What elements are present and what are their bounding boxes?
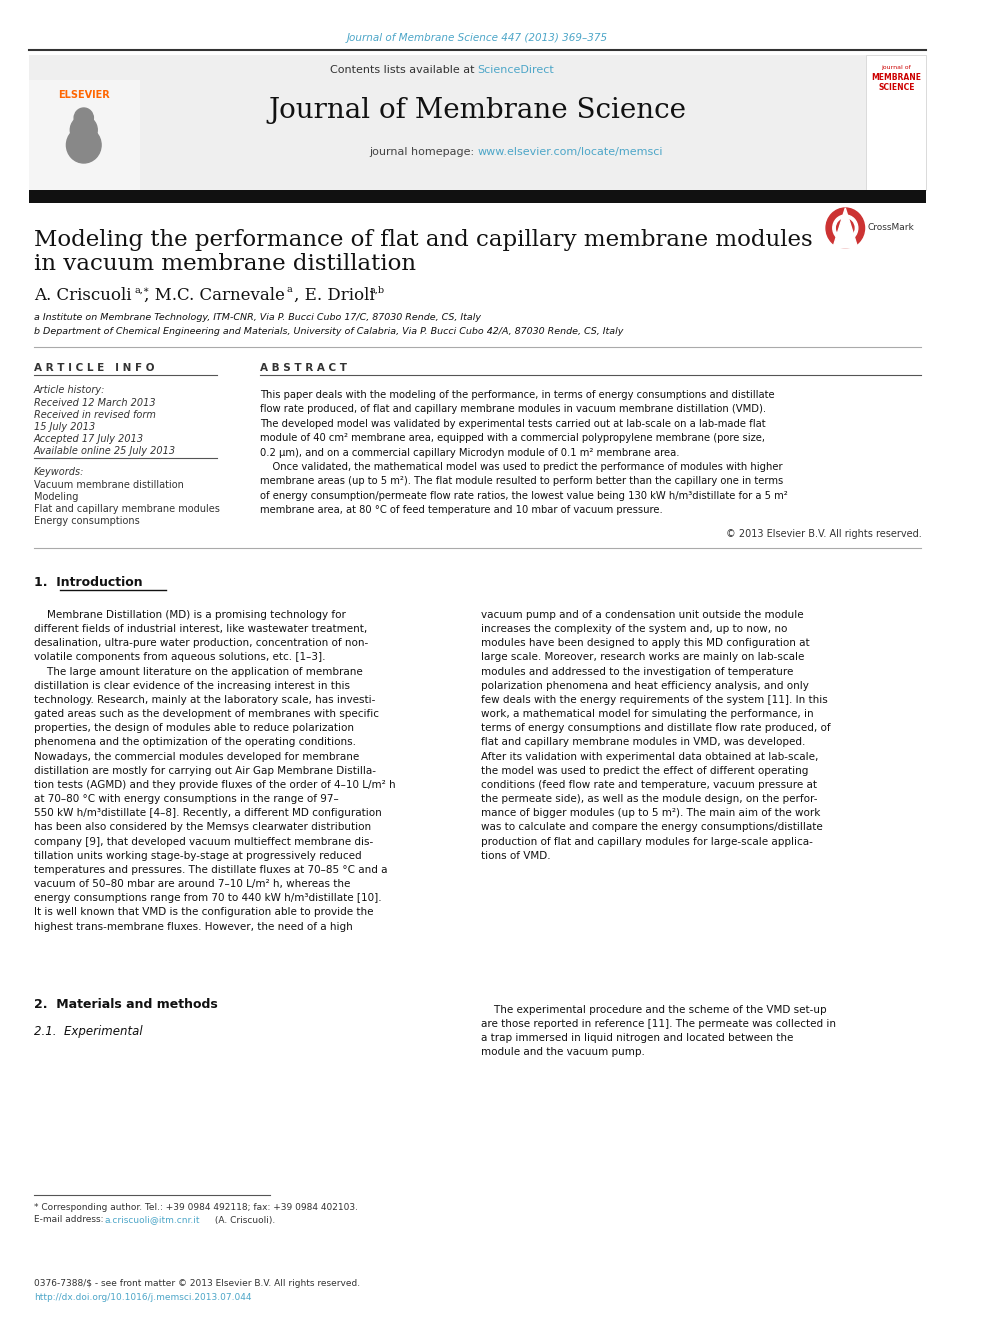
Text: (A. Criscuoli).: (A. Criscuoli). (212, 1216, 275, 1225)
Circle shape (66, 127, 101, 163)
Text: Accepted 17 July 2013: Accepted 17 July 2013 (34, 434, 144, 445)
Circle shape (74, 108, 93, 128)
Bar (29, 191, 927, 202)
Text: a,b: a,b (370, 286, 385, 295)
Text: Received in revised form: Received in revised form (34, 410, 156, 419)
Text: Journal of Membrane Science 447 (2013) 369–375: Journal of Membrane Science 447 (2013) 3… (347, 33, 608, 44)
Bar (866, 56, 927, 191)
Text: , M.C. Carnevale: , M.C. Carnevale (145, 287, 286, 303)
Text: http://dx.doi.org/10.1016/j.memsci.2013.07.044: http://dx.doi.org/10.1016/j.memsci.2013.… (34, 1293, 251, 1302)
Text: Modeling: Modeling (34, 492, 78, 501)
Text: Keywords:: Keywords: (34, 467, 84, 478)
Text: journal of: journal of (882, 66, 912, 70)
Text: Article history:: Article history: (34, 385, 105, 396)
Text: ELSEVIER: ELSEVIER (58, 90, 110, 101)
Text: Contents lists available at: Contents lists available at (329, 65, 477, 75)
Text: * Corresponding author. Tel.: +39 0984 492118; fax: +39 0984 402103.: * Corresponding author. Tel.: +39 0984 4… (34, 1203, 358, 1212)
Text: a.criscuoli@itm.cnr.it: a.criscuoli@itm.cnr.it (105, 1216, 200, 1225)
Text: Modeling the performance of flat and capillary membrane modules: Modeling the performance of flat and cap… (34, 229, 812, 251)
Text: a,∗: a,∗ (135, 286, 150, 295)
Text: journal homepage:: journal homepage: (369, 147, 477, 157)
Text: in vacuum membrane distillation: in vacuum membrane distillation (34, 253, 416, 275)
Text: Energy consumptions: Energy consumptions (34, 516, 140, 527)
Text: Available online 25 July 2013: Available online 25 July 2013 (34, 446, 176, 456)
Text: a: a (287, 286, 293, 295)
Text: 1.  Introduction: 1. Introduction (34, 577, 142, 590)
Text: A R T I C L E   I N F O: A R T I C L E I N F O (34, 363, 154, 373)
Text: Membrane Distillation (MD) is a promising technology for
different fields of ind: Membrane Distillation (MD) is a promisin… (34, 610, 396, 931)
Text: SCIENCE: SCIENCE (878, 83, 915, 93)
Text: ScienceDirect: ScienceDirect (477, 65, 555, 75)
Text: 2.1.  Experimental: 2.1. Experimental (34, 1025, 142, 1039)
Text: Flat and capillary membrane modules: Flat and capillary membrane modules (34, 504, 219, 515)
Text: MEMBRANE: MEMBRANE (871, 74, 922, 82)
Text: Vacuum membrane distillation: Vacuum membrane distillation (34, 480, 184, 490)
Text: 2.  Materials and methods: 2. Materials and methods (34, 999, 217, 1012)
Text: A. Criscuoli: A. Criscuoli (34, 287, 131, 303)
Circle shape (826, 208, 865, 247)
Text: b Department of Chemical Engineering and Materials, University of Calabria, Via : b Department of Chemical Engineering and… (34, 328, 623, 336)
Text: vacuum pump and of a condensation unit outside the module
increases the complexi: vacuum pump and of a condensation unit o… (481, 610, 831, 861)
Text: , E. Drioli: , E. Drioli (294, 287, 374, 303)
Circle shape (832, 216, 858, 241)
Bar (29, 56, 866, 191)
Text: www.elsevier.com/locate/memsci: www.elsevier.com/locate/memsci (477, 147, 663, 157)
Text: A B S T R A C T: A B S T R A C T (260, 363, 347, 373)
Bar (81, 148, 86, 157)
Circle shape (70, 116, 97, 144)
Text: The experimental procedure and the scheme of the VMD set-up
are those reported i: The experimental procedure and the schem… (481, 1005, 836, 1057)
Circle shape (836, 220, 854, 237)
Text: a Institute on Membrane Technology, ITM-CNR, Via P. Bucci Cubo 17/C, 87030 Rende: a Institute on Membrane Technology, ITM-… (34, 314, 481, 323)
Text: © 2013 Elsevier B.V. All rights reserved.: © 2013 Elsevier B.V. All rights reserved… (725, 529, 922, 538)
Text: CrossMark: CrossMark (867, 224, 915, 233)
Text: Received 12 March 2013: Received 12 March 2013 (34, 398, 156, 407)
Text: 15 July 2013: 15 July 2013 (34, 422, 95, 433)
Polygon shape (832, 208, 858, 247)
Text: Journal of Membrane Science: Journal of Membrane Science (269, 97, 686, 123)
Text: This paper deals with the modeling of the performance, in terms of energy consum: This paper deals with the modeling of th… (260, 390, 775, 458)
Text: 0376-7388/$ - see front matter © 2013 Elsevier B.V. All rights reserved.: 0376-7388/$ - see front matter © 2013 El… (34, 1279, 360, 1289)
Text: Once validated, the mathematical model was used to predict the performance of mo: Once validated, the mathematical model w… (260, 462, 788, 515)
Bar (29, 79, 140, 191)
Text: E-mail address:: E-mail address: (34, 1216, 106, 1225)
